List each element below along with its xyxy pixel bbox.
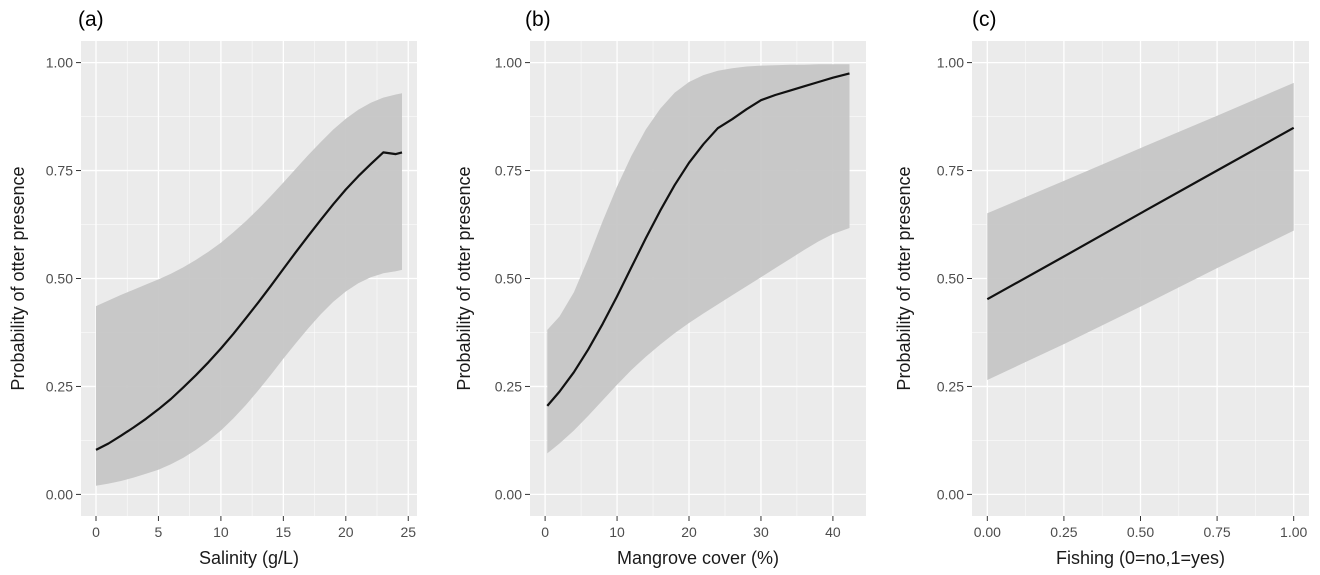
y-tick-label: 1.00: [46, 55, 73, 71]
x-axis-title: Mangrove cover (%): [617, 548, 779, 568]
x-tick-label: 0.00: [974, 524, 1001, 540]
panel-label: (b): [525, 8, 551, 31]
x-tick-label: 10: [213, 524, 229, 540]
y-axis-title: Probability of otter presence: [894, 166, 914, 390]
y-tick-label: 0.25: [495, 378, 522, 394]
y-tick-label: 0.50: [46, 271, 73, 287]
y-tick-label: 0.00: [46, 486, 73, 502]
fitted-line: [546, 72, 850, 407]
chart-panel: 0.00 0.25 0.50 0.75 1.00 0 5 10 15 20 25 Salinity (…: [8, 8, 417, 568]
y-axis-title: Probability of otter presence: [454, 166, 474, 390]
y-tick-label: 0.75: [495, 163, 522, 179]
x-tick-label: 15: [276, 524, 292, 540]
x-tick-label: 5: [155, 524, 163, 540]
panel-label: (a): [78, 8, 104, 31]
y-tick-label: 0.25: [46, 378, 73, 394]
x-tick-label: 30: [753, 524, 769, 540]
x-axis-title: Salinity (g/L): [199, 548, 299, 568]
confidence-ribbon: [987, 82, 1294, 381]
x-tick-label: 20: [338, 524, 354, 540]
confidence-ribbon: [96, 93, 402, 486]
fitted-line: [95, 151, 403, 451]
x-tick-label: 0: [92, 524, 100, 540]
y-tick-label: 1.00: [495, 55, 522, 71]
x-tick-label: 25: [400, 524, 416, 540]
x-tick-label: 1.00: [1280, 524, 1307, 540]
chart-panel: 0.00 0.25 0.50 0.75 1.00 0.00 0.25 0.50 0.75 1.00…: [894, 8, 1309, 568]
panel-label: (c): [972, 8, 997, 31]
x-tick-label: 40: [825, 524, 841, 540]
x-tick-label: 0.50: [1127, 524, 1154, 540]
y-tick-label: 0.25: [937, 378, 964, 394]
y-tick-label: 0.50: [937, 271, 964, 287]
y-tick-label: 1.00: [937, 55, 964, 71]
confidence-ribbon: [547, 64, 850, 454]
x-tick-label: 20: [681, 524, 697, 540]
fitted-line: [986, 126, 1295, 301]
x-tick-label: 0: [541, 524, 549, 540]
y-tick-label: 0.50: [495, 271, 522, 287]
y-tick-label: 0.75: [46, 163, 73, 179]
y-tick-label: 0.00: [937, 486, 964, 502]
y-axis-title: Probability of otter presence: [8, 166, 28, 390]
x-tick-label: 10: [609, 524, 625, 540]
x-axis-title: Fishing (0=no,1=yes): [1056, 548, 1225, 568]
x-tick-label: 0.75: [1203, 524, 1230, 540]
y-tick-label: 0.00: [495, 486, 522, 502]
y-tick-label: 0.75: [937, 163, 964, 179]
chart-panel: 0.00 0.25 0.50 0.75 1.00 0 10 20 30 40 Mangrove co…: [454, 8, 866, 568]
x-tick-label: 0.25: [1050, 524, 1077, 540]
